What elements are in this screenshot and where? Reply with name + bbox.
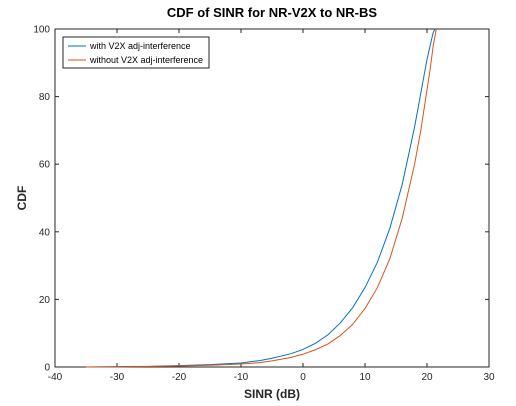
series-line-2 bbox=[85, 28, 437, 368]
y-tick-label: 100 bbox=[33, 25, 50, 36]
x-tick-label: -20 bbox=[172, 372, 187, 383]
y-tick-label: 40 bbox=[39, 227, 51, 238]
y-tick-label: 80 bbox=[39, 92, 51, 103]
x-tick-label: 0 bbox=[300, 372, 306, 383]
legend-box bbox=[62, 36, 210, 69]
y-tick-label: 60 bbox=[39, 160, 51, 171]
legend-label-1: with V2X adj-interference bbox=[89, 41, 191, 51]
x-tick-label: -40 bbox=[48, 372, 63, 383]
y-axis-label: CDF bbox=[15, 186, 29, 211]
chart-title: CDF of SINR for NR-V2X to NR-BS bbox=[167, 5, 377, 20]
data-series bbox=[85, 28, 437, 368]
axis-ticks: -40 -30 -20 -10 0 10 20 30 0 20 40 60 80 100 bbox=[33, 25, 495, 384]
y-tick-label: 0 bbox=[44, 363, 50, 374]
x-tick-label: 20 bbox=[421, 372, 433, 383]
plot-area-frame bbox=[54, 28, 490, 368]
legend: with V2X adj-interference without V2X adj… bbox=[62, 36, 210, 69]
series-line-1 bbox=[85, 28, 436, 368]
y-tick-label: 20 bbox=[39, 295, 51, 306]
x-tick-label: -30 bbox=[110, 372, 125, 383]
x-tick-label: 10 bbox=[359, 372, 371, 383]
x-tick-label: -10 bbox=[234, 372, 249, 383]
x-tick-label: 30 bbox=[483, 372, 495, 383]
x-axis-label: SINR (dB) bbox=[244, 387, 300, 401]
legend-label-2: without V2X adj-interference bbox=[89, 55, 203, 65]
